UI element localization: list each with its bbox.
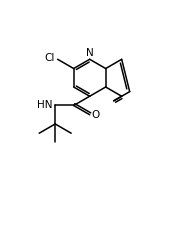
Text: O: O: [91, 110, 99, 120]
Text: N: N: [86, 48, 93, 58]
Text: HN: HN: [37, 100, 53, 110]
Text: Cl: Cl: [45, 53, 55, 63]
